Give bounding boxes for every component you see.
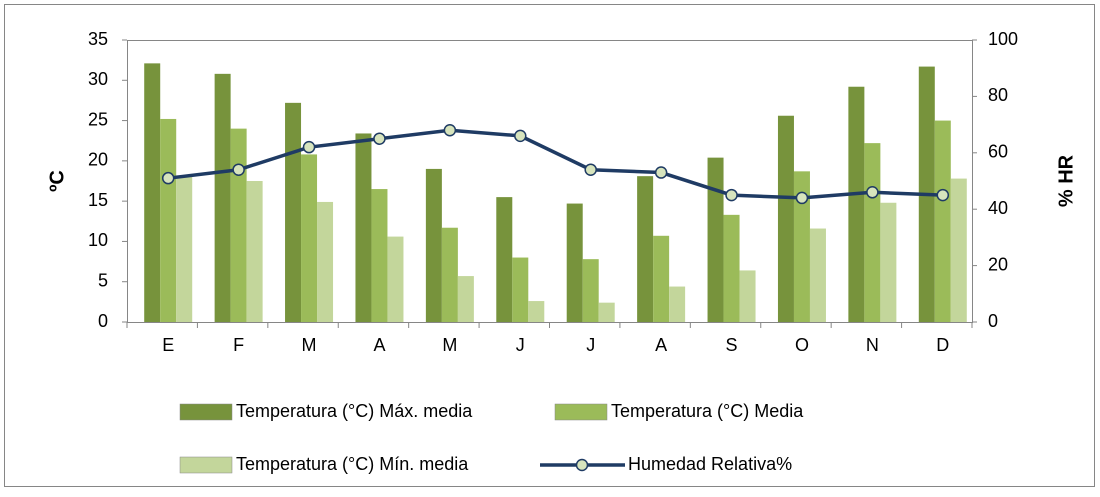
bar (637, 176, 654, 322)
marker (795, 191, 809, 205)
bar (707, 157, 724, 322)
bar (934, 120, 951, 322)
marker (654, 166, 668, 179)
bar (864, 143, 881, 322)
marker (936, 188, 950, 202)
bar (317, 201, 334, 322)
legend-swatch (179, 403, 233, 421)
x-tick-label: M (302, 335, 317, 355)
marker (514, 129, 527, 143)
y2-tick-label: 40 (988, 198, 1008, 218)
marker (584, 163, 597, 176)
x-tick-label: N (866, 335, 879, 355)
x-tick-label: S (726, 335, 738, 355)
legend-label: Temperatura (°C) Media (611, 401, 804, 421)
bar (566, 203, 583, 322)
bar (214, 73, 231, 322)
y2-tick-label: 60 (988, 142, 1008, 162)
y-tick-label: 20 (88, 150, 108, 170)
bar (230, 128, 247, 322)
marker (232, 163, 245, 176)
bar (723, 214, 740, 322)
bar (653, 235, 670, 322)
line (167, 128, 943, 200)
x-tick-label: M (442, 335, 457, 355)
y2-tick-label: 80 (988, 85, 1008, 105)
bar (441, 227, 458, 322)
marker (373, 132, 386, 145)
legend-label: Temperatura (°C) Mín. media (236, 454, 469, 474)
x-tick-label: A (655, 335, 667, 355)
bar (512, 257, 529, 322)
bar (777, 115, 794, 322)
marker (302, 140, 316, 154)
bar (528, 301, 545, 322)
bar (809, 228, 826, 322)
legend-label: Humedad Relativa% (628, 454, 792, 474)
x-tick-label: F (233, 335, 244, 355)
marker (161, 171, 175, 185)
bar (880, 202, 897, 322)
x-tick-label: D (936, 335, 949, 355)
marker (866, 186, 879, 199)
x-tick-label: A (373, 335, 385, 355)
x-tick-label: J (586, 335, 595, 355)
legend-swatch (554, 403, 608, 421)
bar (176, 175, 193, 322)
bar (301, 154, 318, 322)
x-tick-label: O (795, 335, 809, 355)
y-tick-label: 25 (88, 109, 108, 129)
bar (739, 270, 756, 322)
bar (848, 86, 865, 322)
bar (598, 302, 615, 322)
bar (371, 189, 388, 322)
bar (425, 168, 442, 322)
plot-area (127, 40, 973, 323)
bar (160, 118, 177, 323)
x-tick-label: J (516, 335, 525, 355)
bar (246, 181, 263, 322)
y-tick-label: 30 (88, 69, 108, 89)
bar (457, 276, 474, 322)
bar (669, 286, 686, 322)
y2-tick-label: 100 (988, 29, 1018, 49)
marker (725, 188, 738, 202)
bar (144, 63, 161, 322)
bar (285, 102, 302, 323)
y-tick-label: 5 (98, 270, 108, 290)
y-tick-label: 0 (98, 311, 108, 331)
x-tick-label: E (162, 335, 174, 355)
y2-axis-title: % HR (1055, 154, 1077, 207)
bar (582, 259, 599, 322)
y2-tick-label: 20 (988, 254, 1008, 274)
legend-label: Temperatura (°C) Máx. media (236, 401, 473, 421)
bar (496, 197, 513, 322)
bar (355, 133, 372, 322)
marker (443, 123, 457, 137)
bar (793, 171, 810, 322)
y-tick-label: 10 (88, 230, 108, 250)
bar (387, 236, 404, 322)
y-axis-title: ºC (46, 170, 68, 192)
legend-swatch (179, 456, 233, 474)
y-tick-label: 15 (88, 190, 108, 210)
legend-marker (575, 458, 589, 472)
y-tick-label: 35 (88, 29, 108, 49)
y2-tick-label: 0 (988, 311, 998, 331)
bar (950, 178, 967, 322)
